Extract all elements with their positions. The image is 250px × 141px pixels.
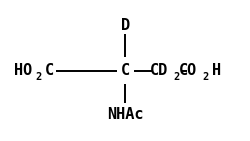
Text: 2: 2: [36, 72, 42, 82]
Text: 2: 2: [173, 72, 179, 82]
Text: C: C: [120, 63, 130, 78]
Text: HO: HO: [14, 63, 32, 78]
Text: 2: 2: [202, 72, 207, 82]
Text: NHAc: NHAc: [107, 107, 143, 122]
Text: D: D: [120, 18, 130, 33]
Text: C: C: [44, 63, 53, 78]
Text: CD: CD: [150, 63, 168, 78]
Text: CO: CO: [178, 63, 196, 78]
Text: H: H: [211, 63, 220, 78]
